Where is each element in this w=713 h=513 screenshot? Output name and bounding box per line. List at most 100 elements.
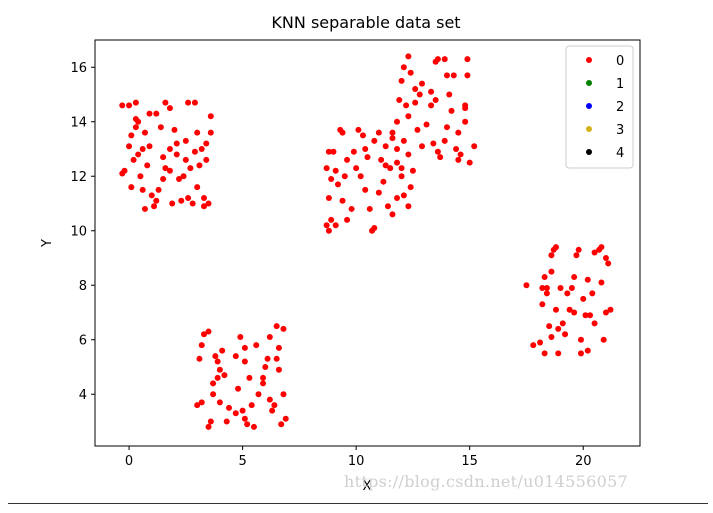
data-point bbox=[423, 121, 430, 128]
data-point bbox=[162, 99, 169, 106]
data-point bbox=[203, 140, 210, 147]
data-point bbox=[203, 156, 210, 163]
data-point bbox=[330, 148, 337, 155]
data-point bbox=[232, 353, 239, 360]
data-point bbox=[375, 129, 382, 136]
data-point bbox=[141, 205, 148, 212]
data-point bbox=[450, 72, 457, 79]
legend-label: 2 bbox=[616, 100, 624, 115]
data-point bbox=[591, 249, 598, 256]
data-point bbox=[325, 195, 332, 202]
data-point bbox=[207, 113, 214, 120]
data-point bbox=[275, 344, 282, 351]
data-point bbox=[219, 347, 226, 354]
legend-marker bbox=[586, 149, 592, 155]
data-point bbox=[155, 186, 162, 193]
data-point bbox=[419, 143, 425, 150]
data-point bbox=[564, 290, 571, 297]
data-point bbox=[339, 129, 346, 136]
data-point bbox=[382, 143, 389, 150]
data-point bbox=[366, 205, 373, 212]
legend: 0 1 2 3 4 bbox=[565, 45, 634, 169]
data-point bbox=[334, 181, 341, 188]
data-point bbox=[126, 102, 133, 109]
data-point bbox=[241, 415, 248, 422]
data-point bbox=[548, 252, 555, 259]
data-point bbox=[185, 195, 192, 202]
data-point bbox=[205, 328, 212, 335]
data-point bbox=[416, 91, 423, 98]
data-points bbox=[119, 53, 614, 430]
data-point bbox=[151, 203, 158, 210]
data-point bbox=[187, 165, 194, 172]
data-point bbox=[389, 135, 396, 142]
data-point bbox=[196, 355, 203, 362]
data-point bbox=[432, 96, 439, 103]
data-point bbox=[148, 192, 155, 199]
page-divider bbox=[8, 503, 708, 504]
legend-label: 4 bbox=[616, 146, 624, 161]
data-point bbox=[214, 374, 221, 381]
data-point bbox=[598, 279, 605, 286]
data-point bbox=[146, 143, 153, 150]
scatter-chart: KNN separable data set 0 5 10 15 20 46810121… bbox=[40, 13, 641, 494]
data-point bbox=[455, 156, 462, 163]
data-point bbox=[577, 350, 584, 357]
x-tick-label: 5 bbox=[238, 454, 246, 469]
data-point bbox=[353, 165, 360, 172]
data-point bbox=[205, 423, 212, 430]
legend-marker bbox=[586, 126, 592, 132]
data-point bbox=[241, 344, 248, 351]
data-point bbox=[530, 342, 537, 349]
x-axis-ticks: 0 5 10 15 20 bbox=[125, 446, 592, 469]
data-point bbox=[428, 102, 435, 109]
data-point bbox=[403, 102, 410, 109]
data-point bbox=[409, 167, 416, 174]
data-point bbox=[221, 372, 228, 379]
data-point bbox=[607, 306, 614, 313]
data-point bbox=[225, 404, 232, 411]
data-point bbox=[173, 151, 180, 158]
data-point bbox=[332, 167, 339, 174]
data-point bbox=[384, 203, 391, 210]
data-point bbox=[216, 366, 223, 373]
y-axis-ticks: 4 6 8 10 12 14 16 bbox=[70, 61, 95, 403]
data-point bbox=[166, 105, 173, 112]
data-point bbox=[462, 118, 469, 125]
data-point bbox=[135, 151, 142, 158]
data-point bbox=[357, 173, 364, 180]
x-tick-label: 20 bbox=[575, 454, 592, 469]
data-point bbox=[132, 124, 139, 131]
data-point bbox=[453, 145, 460, 152]
data-point bbox=[253, 342, 260, 349]
data-point bbox=[405, 53, 412, 60]
data-point bbox=[412, 86, 419, 93]
x-tick-label: 15 bbox=[461, 454, 478, 469]
data-point bbox=[355, 126, 362, 133]
data-point bbox=[398, 77, 405, 84]
data-point bbox=[419, 80, 425, 87]
data-point bbox=[348, 205, 355, 212]
x-tick-label: 10 bbox=[348, 454, 365, 469]
data-point bbox=[171, 126, 178, 133]
data-point bbox=[600, 336, 607, 343]
data-point bbox=[244, 421, 251, 428]
data-point bbox=[523, 282, 530, 289]
data-point bbox=[166, 145, 173, 152]
data-point bbox=[389, 211, 396, 218]
data-point bbox=[543, 290, 550, 297]
data-point bbox=[400, 192, 407, 199]
data-point bbox=[260, 374, 267, 381]
data-point bbox=[137, 173, 144, 180]
data-point bbox=[434, 56, 441, 63]
data-point bbox=[394, 145, 401, 152]
data-point bbox=[589, 290, 596, 297]
data-point bbox=[341, 173, 348, 180]
legend-label: 3 bbox=[616, 123, 624, 138]
data-point bbox=[394, 159, 401, 166]
data-point bbox=[210, 380, 217, 387]
data-point bbox=[255, 391, 262, 398]
data-point bbox=[178, 197, 185, 204]
data-point bbox=[212, 353, 219, 360]
data-point bbox=[537, 339, 544, 346]
